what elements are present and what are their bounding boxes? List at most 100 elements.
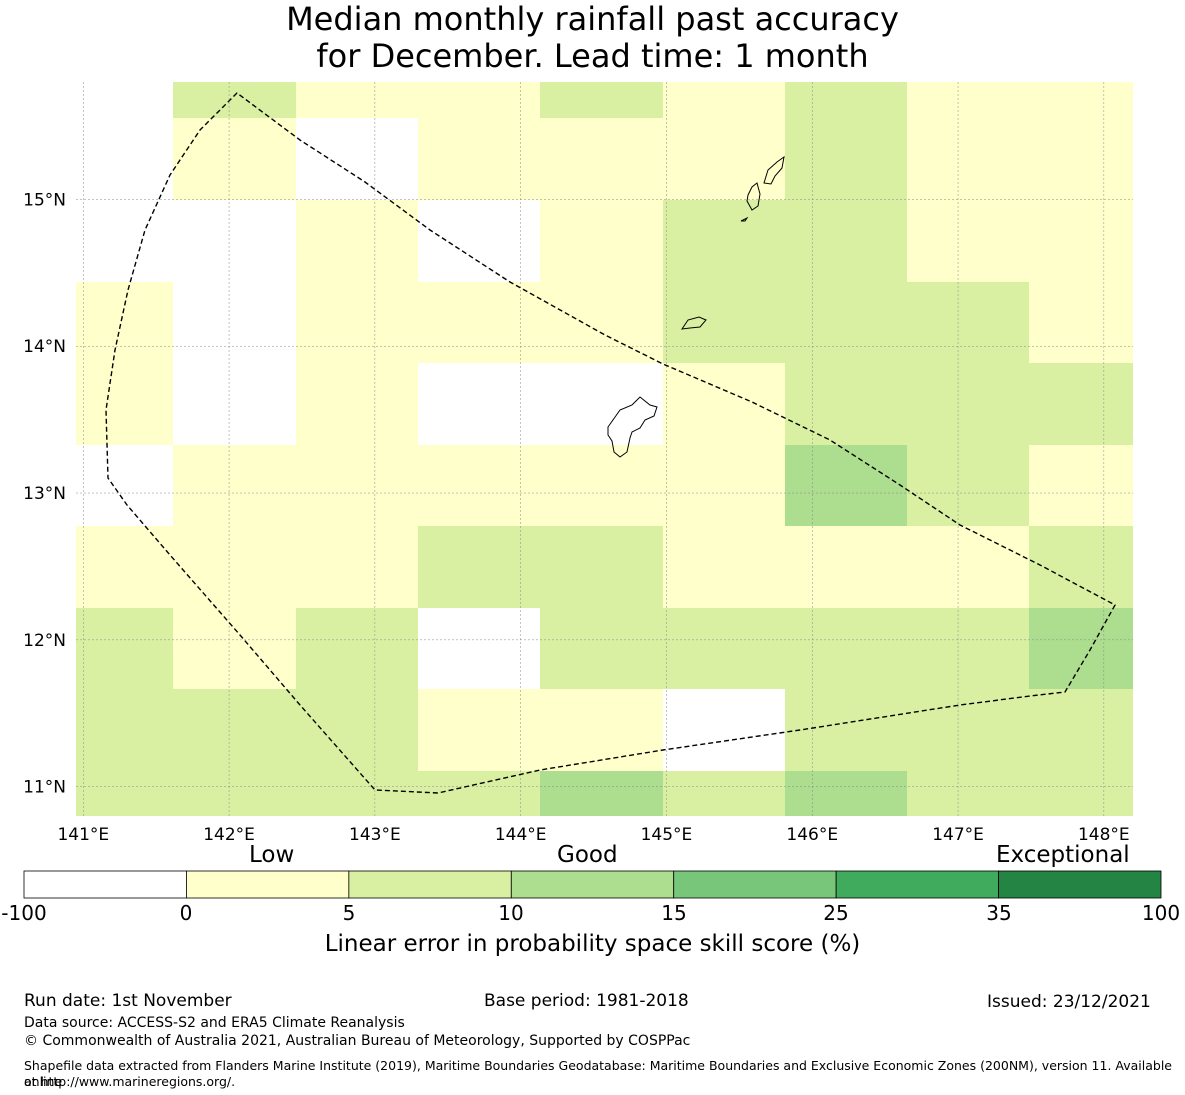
colorbar-segment — [23, 870, 187, 899]
grid-cell — [907, 445, 1029, 526]
colorbar-category-exceptional: Exceptional — [996, 842, 1130, 868]
colorbar-segment — [998, 870, 1162, 899]
grid-cell — [540, 771, 663, 816]
grid-cell — [296, 282, 418, 363]
grid-cell — [173, 689, 296, 771]
grid-cell — [907, 82, 1029, 118]
grid-cell — [1029, 200, 1133, 282]
grid-cell — [1029, 282, 1133, 363]
grid-cell — [1029, 608, 1133, 689]
run-date: Run date: 1st November — [24, 991, 232, 1011]
island-tinian — [746, 182, 761, 211]
longitude-tick-label: 141°E — [57, 825, 109, 845]
colorbar-tick: 10 — [498, 901, 524, 925]
latitude-tick-label: 13°N — [23, 484, 66, 504]
chart-title-line2: for December. Lead time: 1 month — [316, 37, 869, 75]
longitude-tick-label: 148°E — [1078, 825, 1130, 845]
latitude-tick-label: 12°N — [23, 631, 66, 651]
grid-cell — [76, 608, 173, 689]
grid-cell — [907, 608, 1029, 689]
grid-cell — [907, 118, 1029, 200]
skill-score-grid — [76, 82, 1133, 816]
grid-cell — [296, 608, 418, 689]
colorbar-segment — [348, 870, 512, 899]
grid-cell — [418, 363, 540, 445]
grid-cell — [76, 689, 173, 771]
grid-cell — [173, 445, 296, 526]
grid-cell — [663, 363, 785, 445]
grid-cell — [1029, 82, 1133, 118]
grid-cell — [663, 771, 785, 816]
colorbar-segment — [835, 870, 999, 899]
grid-cell — [76, 526, 173, 608]
grid-cell — [418, 689, 540, 771]
grid-cell — [907, 689, 1029, 771]
grid-cell — [76, 282, 173, 363]
grid-cell — [907, 363, 1029, 445]
grid-cell — [540, 200, 663, 282]
grid-cell — [418, 771, 540, 816]
grid-cell — [296, 118, 418, 200]
grid-cell — [907, 200, 1029, 282]
longitude-tick-label: 145°E — [641, 825, 693, 845]
shapefile-credit-line1: Shapefile data extracted from Flanders M… — [24, 1058, 1172, 1089]
longitude-tick-label: 143°E — [349, 825, 401, 845]
grid-cell — [785, 689, 907, 771]
colorbar-tick: 5 — [342, 901, 356, 925]
grid-cell — [663, 445, 785, 526]
grid-cell — [1029, 445, 1133, 526]
grid-cell — [296, 771, 418, 816]
grid-cell — [785, 608, 907, 689]
grid-cell — [173, 608, 296, 689]
grid-cell — [173, 200, 296, 282]
colorbar-tick: 0 — [179, 901, 193, 925]
grid-cell — [1029, 771, 1133, 816]
grid-cell — [173, 771, 296, 816]
latitude-tick-label: 14°N — [23, 337, 66, 357]
grid-cell — [663, 608, 785, 689]
latitude-labels: 15°N 14°N 13°N 12°N 11°N — [23, 190, 66, 797]
longitude-tick-label: 142°E — [203, 825, 255, 845]
grid-cell — [785, 282, 907, 363]
grid-cell — [785, 82, 907, 118]
grid-cell — [76, 82, 173, 118]
grid-cell — [418, 282, 540, 363]
grid-cell — [785, 363, 907, 445]
grid-cell — [663, 689, 785, 771]
grid-cell — [418, 526, 540, 608]
grid-cell — [296, 200, 418, 282]
longitude-labels: 141°E 142°E 143°E 144°E 145°E 146°E 147°E 148°E — [57, 825, 1129, 845]
colorbar-tick: -100 — [1, 901, 47, 925]
grid-cell — [785, 200, 907, 282]
grid-cell — [1029, 526, 1133, 608]
grid-cell — [76, 771, 173, 816]
grid-cell — [173, 118, 296, 200]
grid-cell — [418, 118, 540, 200]
colorbar-category-good: Good — [557, 842, 618, 868]
grid-cell — [663, 200, 785, 282]
colorbar-tick: 100 — [1141, 901, 1181, 925]
grid-cell — [785, 445, 907, 526]
colorbar-tick: 35 — [986, 901, 1012, 925]
island-guam — [607, 396, 658, 458]
colorbar — [23, 870, 1162, 899]
latitude-tick-label: 11°N — [23, 778, 66, 798]
grid-cell — [1029, 689, 1133, 771]
grid-cell — [1029, 118, 1133, 200]
islands — [607, 155, 785, 458]
graticule — [76, 82, 1133, 816]
grid-cell — [907, 282, 1029, 363]
copyright: © Commonwealth of Australia 2021, Austra… — [24, 1033, 691, 1049]
shapefile-credit-line2: at http://www.marineregions.org/. — [24, 1074, 236, 1089]
grid-cell — [173, 363, 296, 445]
grid-cell — [76, 363, 173, 445]
grid-cell — [418, 200, 540, 282]
issued-date: Issued: 23/12/2021 — [987, 992, 1151, 1012]
grid-cell — [663, 82, 785, 118]
grid-cell — [663, 526, 785, 608]
colorbar-category-low: Low — [249, 842, 295, 868]
colorbar-segment — [510, 870, 675, 899]
grid-cell — [540, 118, 663, 200]
colorbar-label: Linear error in probability space skill … — [324, 931, 861, 957]
